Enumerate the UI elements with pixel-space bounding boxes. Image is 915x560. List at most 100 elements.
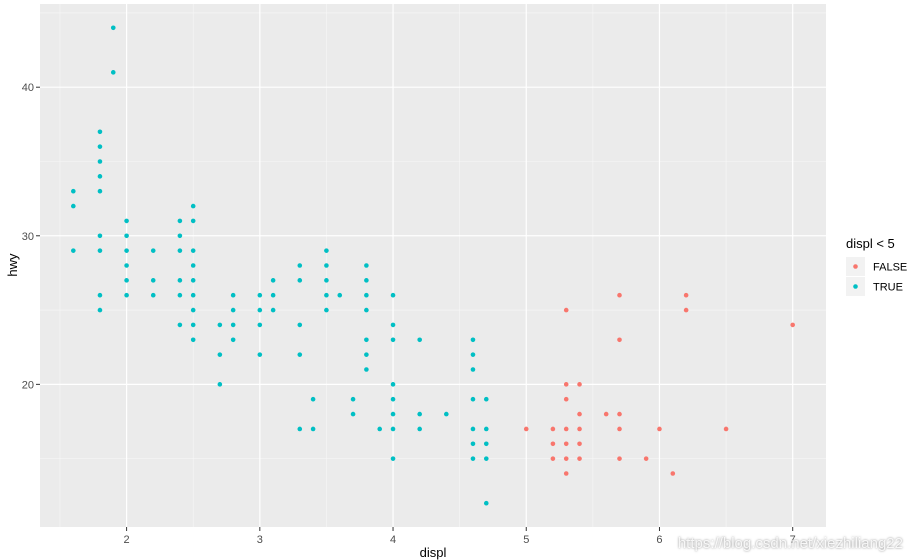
- data-point-true: [230, 307, 236, 313]
- data-point-true: [364, 278, 369, 283]
- data-point-true: [190, 337, 196, 343]
- data-point-false: [563, 396, 569, 402]
- data-point-true: [97, 307, 103, 313]
- data-point-false: [617, 337, 622, 343]
- x-tick-label: 4: [390, 534, 396, 546]
- data-point-true: [110, 25, 116, 31]
- data-point-true: [257, 292, 263, 298]
- data-point-true: [270, 278, 276, 283]
- data-point-true: [470, 441, 476, 447]
- data-point-true: [97, 233, 103, 239]
- data-point-true: [390, 322, 396, 328]
- data-point-true: [177, 292, 183, 298]
- data-point-true: [470, 396, 476, 402]
- x-axis-ticks: 2 3 4 5 6 7: [124, 527, 796, 546]
- data-point-false: [523, 426, 529, 432]
- data-point-true: [483, 396, 489, 402]
- data-point-false: [790, 322, 795, 328]
- legend-marker-false: [853, 264, 858, 269]
- watermark-text: https://blog.csdn.net/xiezhiliang22: [677, 535, 903, 552]
- points-layer: [71, 25, 795, 506]
- data-point-true: [364, 292, 369, 298]
- data-point-true: [417, 426, 422, 432]
- data-point-true: [124, 218, 129, 224]
- data-point-true: [257, 352, 263, 357]
- data-point-true: [444, 411, 449, 417]
- data-point-false: [577, 411, 582, 417]
- grid-minor-lines: [40, 4, 826, 527]
- data-point-true: [364, 367, 369, 372]
- data-point-true: [97, 129, 103, 135]
- data-point-true: [390, 382, 396, 387]
- data-point-true: [324, 278, 329, 283]
- data-point-true: [217, 352, 223, 357]
- data-point-true: [297, 352, 303, 357]
- data-point-true: [190, 203, 196, 209]
- data-point-false: [563, 426, 569, 432]
- x-tick-label: 5: [523, 534, 529, 546]
- data-point-true: [124, 278, 129, 283]
- data-point-false: [670, 471, 676, 476]
- data-point-true: [310, 426, 316, 432]
- x-axis-title: displ: [420, 545, 447, 560]
- data-point-true: [324, 263, 329, 268]
- x-tick-label: 2: [124, 534, 130, 546]
- data-point-true: [190, 248, 196, 253]
- y-tick-label: 20: [22, 379, 34, 391]
- data-point-false: [563, 307, 569, 313]
- data-point-true: [190, 307, 196, 313]
- data-point-true: [390, 411, 396, 417]
- legend-label-true: TRUE: [873, 282, 903, 294]
- data-point-true: [124, 248, 129, 253]
- data-point-true: [177, 218, 183, 224]
- data-point-true: [97, 248, 103, 253]
- data-point-false: [550, 441, 556, 447]
- data-point-true: [110, 70, 116, 75]
- data-point-true: [97, 159, 103, 164]
- data-point-false: [563, 456, 569, 461]
- data-point-true: [483, 500, 489, 506]
- data-point-false: [617, 292, 622, 298]
- data-point-true: [483, 441, 489, 447]
- data-point-true: [124, 233, 129, 239]
- data-point-true: [297, 322, 303, 328]
- data-point-true: [150, 292, 156, 298]
- data-point-true: [483, 426, 489, 432]
- data-point-true: [390, 426, 396, 432]
- data-point-true: [150, 278, 156, 283]
- data-point-true: [230, 292, 236, 298]
- data-point-true: [324, 307, 329, 313]
- plot-panel: [40, 4, 826, 527]
- data-point-false: [617, 411, 622, 417]
- data-point-true: [310, 396, 316, 402]
- data-point-true: [337, 292, 343, 298]
- grid-major-lines: [40, 4, 826, 527]
- data-point-true: [297, 426, 303, 432]
- data-point-true: [124, 263, 129, 268]
- data-point-false: [577, 426, 582, 432]
- data-point-true: [390, 456, 396, 461]
- data-point-true: [177, 248, 183, 253]
- data-point-false: [683, 292, 689, 298]
- data-point-true: [230, 337, 236, 343]
- data-point-false: [683, 307, 689, 313]
- data-point-true: [297, 263, 303, 268]
- data-point-true: [217, 382, 223, 387]
- data-point-true: [364, 352, 369, 357]
- data-point-true: [190, 292, 196, 298]
- data-point-false: [563, 382, 569, 387]
- data-point-false: [563, 441, 569, 447]
- data-point-true: [364, 337, 369, 343]
- data-point-true: [377, 426, 383, 432]
- x-tick-label: 3: [257, 534, 263, 546]
- data-point-true: [177, 233, 183, 239]
- data-point-true: [190, 278, 196, 283]
- data-point-true: [230, 322, 236, 328]
- data-point-true: [97, 144, 103, 149]
- legend: displ < 5 FALSE TRUE: [846, 236, 907, 296]
- y-tick-label: 30: [22, 231, 34, 243]
- data-point-true: [470, 337, 476, 343]
- data-point-false: [577, 441, 582, 447]
- data-point-true: [270, 307, 276, 313]
- data-point-true: [257, 307, 263, 313]
